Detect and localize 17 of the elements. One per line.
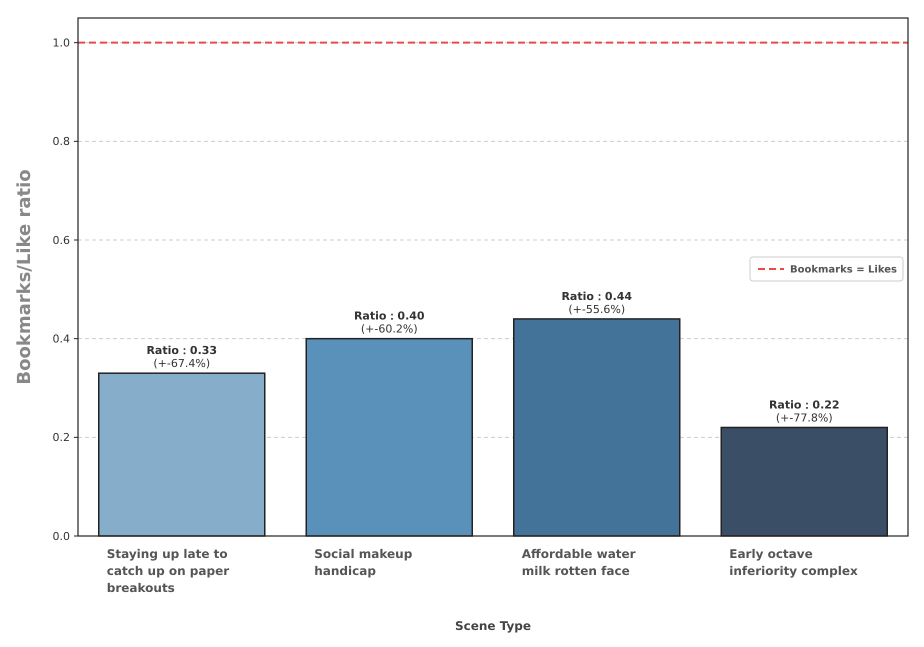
x-tick-label: Social makeup handicap (314, 547, 413, 578)
x-axis-title: Scene Type (454, 619, 532, 633)
x-tick-label: Staying up late to catch up on paper breakouts (106, 547, 230, 595)
y-tick-label: 0.6 (52, 234, 70, 247)
y-tick-label: 0.8 (52, 135, 70, 148)
x-tick-label: Early octave inferiority complex (729, 547, 858, 578)
y-tick-label: 1.0 (52, 36, 70, 50)
data-label: Ratio：0.22 (+-77.8%) (768, 398, 840, 424)
y-tick-label: 0.4 (52, 332, 70, 346)
y-axis-title: Bookmarks/Like ratio (14, 169, 35, 385)
data-label: Ratio：0.33 (+-67.4%) (146, 344, 218, 370)
y-tick-label: 0.0 (52, 530, 70, 543)
legend-label: Bookmarks = Likes (790, 264, 898, 276)
data-label: Ratio：0.40 (+-60.2%) (354, 310, 425, 336)
data-label: Ratio：0.44 (+-55.6%) (561, 290, 632, 316)
y-tick-label: 0.2 (52, 431, 70, 444)
x-tick-label: Affordable water milk rotten face (522, 547, 636, 578)
